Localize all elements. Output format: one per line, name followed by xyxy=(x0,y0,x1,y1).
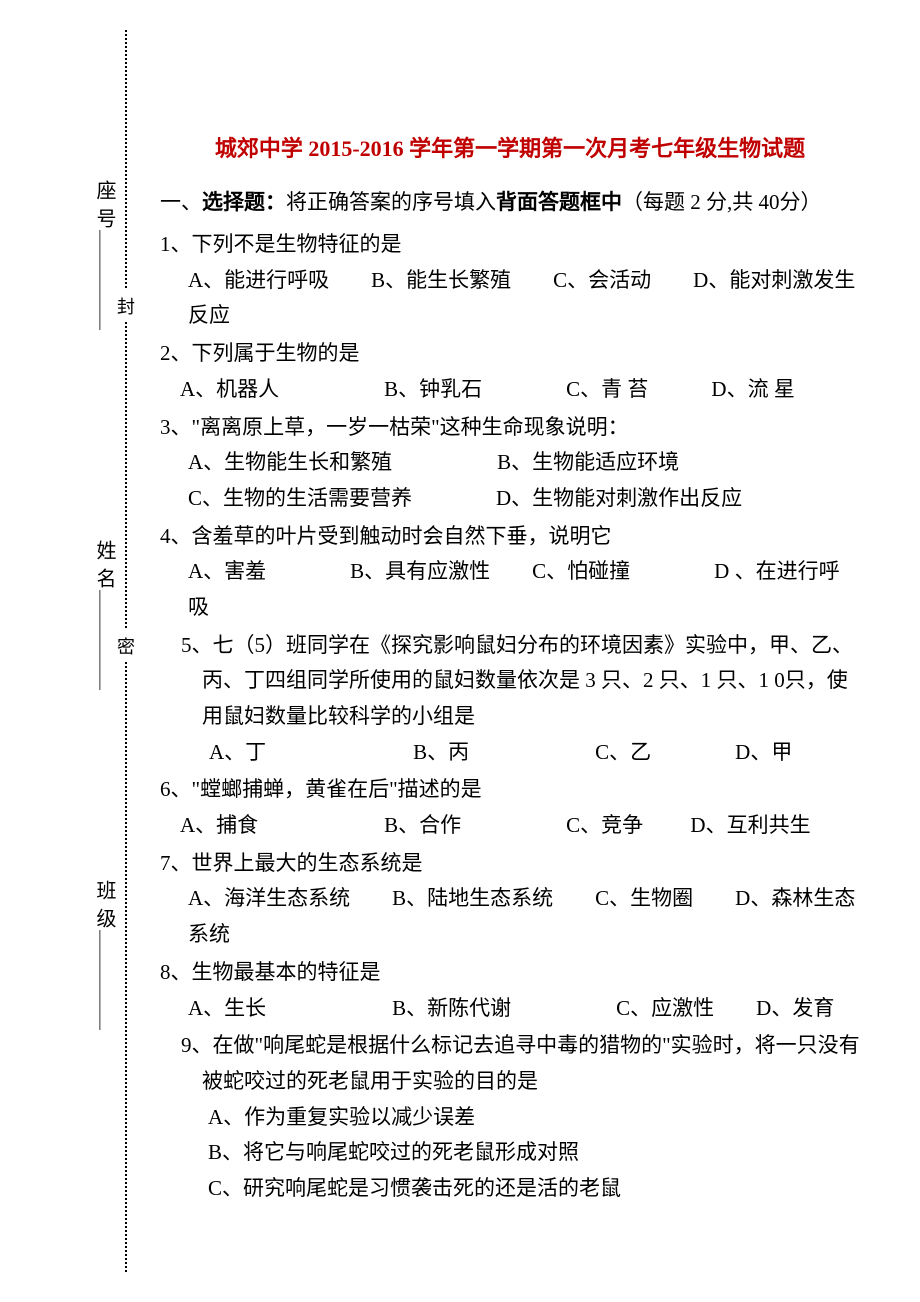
q2-text: 2、下列属于生物的是 xyxy=(160,336,860,372)
q4-text: 4、含羞草的叶片受到触动时会自然下垂，说明它 xyxy=(160,519,860,555)
name-label: 姓名 xyxy=(90,540,119,596)
section-label: 选择题： xyxy=(202,190,286,214)
q9-option-a: A、作为重复实验以减少误差 xyxy=(160,1100,860,1136)
q9-option-b: B、将它与响尾蛇咬过的死老鼠形成对照 xyxy=(160,1135,860,1171)
q8-options: A、生长 B、新陈代谢 C、应激性 D、发育 xyxy=(160,991,860,1027)
question-6: 6、"螳螂捕蝉，黄雀在后"描述的是 A、捕食 B、合作 C、竞争 D、互利共生 xyxy=(160,772,860,843)
q4-options: A、害羞 B、具有应激性 C、怕碰撞 D 、在进行呼吸 xyxy=(160,554,860,625)
q9-text: 9、在做"响尾蛇是根据什么标记去追寻中毒的猎物的"实验时，将一只没有被蛇咬过的死… xyxy=(160,1028,860,1099)
q5-text: 5、七（5）班同学在《探究影响鼠妇分布的环境因素》实验中，甲、乙、丙、丁四组同学… xyxy=(160,628,860,735)
question-2: 2、下列属于生物的是 A、机器人 B、钟乳石 C、青 苔 D、流 星 xyxy=(160,336,860,407)
question-5: 5、七（5）班同学在《探究影响鼠妇分布的环境因素》实验中，甲、乙、丙、丁四组同学… xyxy=(160,628,860,771)
binding-edge: 座号 ＿＿＿＿＿ 封 姓名 ＿＿＿＿＿ 密 班级 ＿＿＿＿＿ xyxy=(90,30,140,1272)
class-label: 班级 xyxy=(90,880,119,936)
question-1: 1、下列不是生物特征的是 A、能进行呼吸 B、能生长繁殖 C、会活动 D、能对刺… xyxy=(160,227,860,334)
seal-char-mi: 密 xyxy=(117,630,135,662)
q3-text: 3、"离离原上草，一岁一枯荣"这种生命现象说明： xyxy=(160,410,860,446)
q6-options: A、捕食 B、合作 C、竞争 D、互利共生 xyxy=(160,808,860,844)
q1-options: A、能进行呼吸 B、能生长繁殖 C、会活动 D、能对刺激发生反应 xyxy=(160,263,860,334)
q7-text: 7、世界上最大的生态系统是 xyxy=(160,846,860,882)
seal-char-feng: 封 xyxy=(117,290,135,322)
q5-options: A、丁 B、丙 C、乙 D、甲 xyxy=(160,735,860,771)
q9-option-c: C、研究响尾蛇是习惯袭击死的还是活的老鼠 xyxy=(160,1171,860,1207)
question-3: 3、"离离原上草，一岁一枯荣"这种生命现象说明： A、生物能生长和繁殖 B、生物… xyxy=(160,410,860,517)
section-prefix: 一、 xyxy=(160,190,202,214)
q6-text: 6、"螳螂捕蝉，黄雀在后"描述的是 xyxy=(160,772,860,808)
question-4: 4、含羞草的叶片受到触动时会自然下垂，说明它 A、害羞 B、具有应激性 C、怕碰… xyxy=(160,519,860,626)
question-8: 8、生物最基本的特征是 A、生长 B、新陈代谢 C、应激性 D、发育 xyxy=(160,955,860,1026)
question-9: 9、在做"响尾蛇是根据什么标记去追寻中毒的猎物的"实验时，将一只没有被蛇咬过的死… xyxy=(160,1028,860,1206)
q1-text: 1、下列不是生物特征的是 xyxy=(160,227,860,263)
class-line: ＿＿＿＿＿ xyxy=(93,930,122,1030)
q3-options-line2: C、生物的生活需要营养 D、生物能对刺激作出反应 xyxy=(160,481,860,517)
section-scoring: （每题 2 分,共 40分） xyxy=(622,190,822,214)
exam-page: 座号 ＿＿＿＿＿ 封 姓名 ＿＿＿＿＿ 密 班级 ＿＿＿＿＿ 城郊中学 2015… xyxy=(0,0,920,1302)
q8-text: 8、生物最基本的特征是 xyxy=(160,955,860,991)
question-7: 7、世界上最大的生态系统是 A、海洋生态系统 B、陆地生态系统 C、生物圈 D、… xyxy=(160,846,860,953)
q2-options: A、机器人 B、钟乳石 C、青 苔 D、流 星 xyxy=(160,372,860,408)
section-header: 一、选择题：将正确答案的序号填入背面答题框中（每题 2 分,共 40分） xyxy=(160,185,860,221)
q7-options: A、海洋生态系统 B、陆地生态系统 C、生物圈 D、森林生态系统 xyxy=(160,881,860,952)
section-instruction-a: 将正确答案的序号填入 xyxy=(286,190,496,214)
seat-number-label: 座号 xyxy=(90,180,119,236)
section-instruction-b: 背面答题框中 xyxy=(496,190,622,214)
exam-content: 城郊中学 2015-2016 学年第一学期第一次月考七年级生物试题 一、选择题：… xyxy=(160,130,860,1209)
exam-title: 城郊中学 2015-2016 学年第一学期第一次月考七年级生物试题 xyxy=(160,130,860,167)
q3-options-line1: A、生物能生长和繁殖 B、生物能适应环境 xyxy=(160,445,860,481)
